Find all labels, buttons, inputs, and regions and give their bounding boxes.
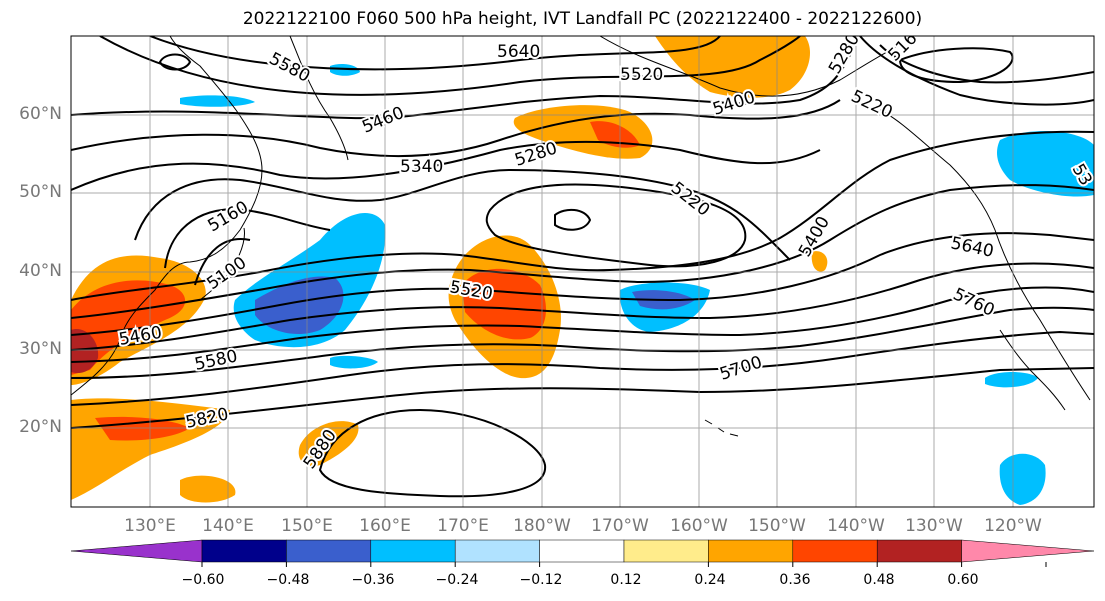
ivt-positive-region <box>655 36 810 98</box>
lat-label: 60°N <box>19 104 62 124</box>
height-contour <box>71 330 1094 406</box>
colorbar-tick-label: 0.60 <box>947 572 979 588</box>
colorbar-segment <box>961 539 1095 563</box>
colorbar-tick-label: −0.48 <box>266 572 310 588</box>
height-contour <box>71 367 1094 429</box>
height-contour <box>554 208 592 231</box>
height-contour <box>859 36 1094 106</box>
ivt-positive-region <box>71 280 186 375</box>
height-contour <box>485 183 747 268</box>
lat-label: 50°N <box>19 182 62 202</box>
ivt-negative-region <box>180 95 255 107</box>
colorbar-segment <box>708 539 794 563</box>
colorbar-segment <box>370 539 456 563</box>
ivt-negative-region <box>330 355 378 369</box>
height-contour <box>71 286 1094 363</box>
lat-label: 20°N <box>19 417 62 437</box>
colorbar-tick-label: −0.24 <box>435 572 479 588</box>
ivt-negative-region <box>999 453 1046 505</box>
height-contour <box>71 140 821 191</box>
lon-label: 180°W <box>513 516 571 536</box>
lon-label: 120°W <box>984 516 1042 536</box>
colorbar-tick-label: 0.48 <box>863 572 895 588</box>
lon-label: 130°E <box>124 516 176 536</box>
height-contour <box>194 238 251 286</box>
lon-label: 150°W <box>748 516 806 536</box>
colorbar-segment <box>454 539 540 563</box>
height-contour <box>898 47 1014 84</box>
hawaii-islands <box>704 419 739 437</box>
ivt-positive-region <box>811 251 828 272</box>
japan-coastline <box>199 227 245 301</box>
contour-label: 5520 <box>620 65 663 85</box>
height-contour <box>71 99 841 158</box>
lon-label: 140°E <box>202 516 254 536</box>
ivt-positive-region <box>95 416 190 441</box>
colorbar-segment <box>201 539 287 563</box>
height-contour <box>99 36 801 96</box>
ivt-positive-region <box>180 475 236 503</box>
colorbar-segment <box>70 539 203 563</box>
contour-label: 5640 <box>497 42 540 62</box>
colorbar-segment <box>539 539 625 563</box>
lon-label: 130°W <box>905 516 963 536</box>
colorbar-segment <box>623 539 709 563</box>
graticule <box>71 36 1094 507</box>
lat-label: 40°N <box>19 261 62 281</box>
asia-coastline <box>71 36 263 396</box>
colorbar-tick-label: 0.36 <box>779 572 811 588</box>
colorbar-tick-label: −0.12 <box>519 572 563 588</box>
lon-label: 140°W <box>827 516 885 536</box>
ivt-negative-region <box>985 372 1038 388</box>
lon-label: 150°E <box>281 516 333 536</box>
baja-coastline <box>999 329 1066 411</box>
colorbar-segment <box>876 539 962 563</box>
ivt-positive-region <box>462 268 546 340</box>
ivt-positive-region <box>590 121 640 148</box>
alaska-coastline <box>599 36 901 97</box>
height-contour <box>71 184 1094 319</box>
height-contour <box>71 262 1094 351</box>
map-frame <box>70 35 1095 508</box>
height-contour <box>71 54 851 120</box>
height-contours <box>71 36 1094 498</box>
north-america-coastline <box>879 109 1091 401</box>
colorbar-tick-label: 0.12 <box>610 572 642 588</box>
map-title: 2022122100 F060 500 hPa height, IVT Land… <box>242 9 923 29</box>
height-contour <box>71 232 1094 336</box>
height-contour <box>149 36 721 71</box>
lon-label: 170°E <box>437 516 489 536</box>
colorbar-segment <box>286 539 372 563</box>
ivt-negative-region <box>997 130 1094 197</box>
ivt-negative-region <box>255 276 344 335</box>
colorbar-tick-label: 0.24 <box>694 572 726 588</box>
colorbar-segment <box>792 539 878 563</box>
lon-label: 160°E <box>359 516 411 536</box>
height-contour <box>318 408 547 498</box>
height-contour <box>158 53 192 71</box>
height-contour <box>879 44 1094 84</box>
colorbar-tick-label: −0.60 <box>181 572 225 588</box>
lon-label: 170°W <box>591 516 649 536</box>
lat-label: 30°N <box>19 339 62 359</box>
colorbar-tick-label: −0.36 <box>351 572 395 588</box>
height-contour <box>164 208 331 269</box>
contour-label: 5340 <box>400 157 443 177</box>
lon-label: 160°W <box>670 516 728 536</box>
